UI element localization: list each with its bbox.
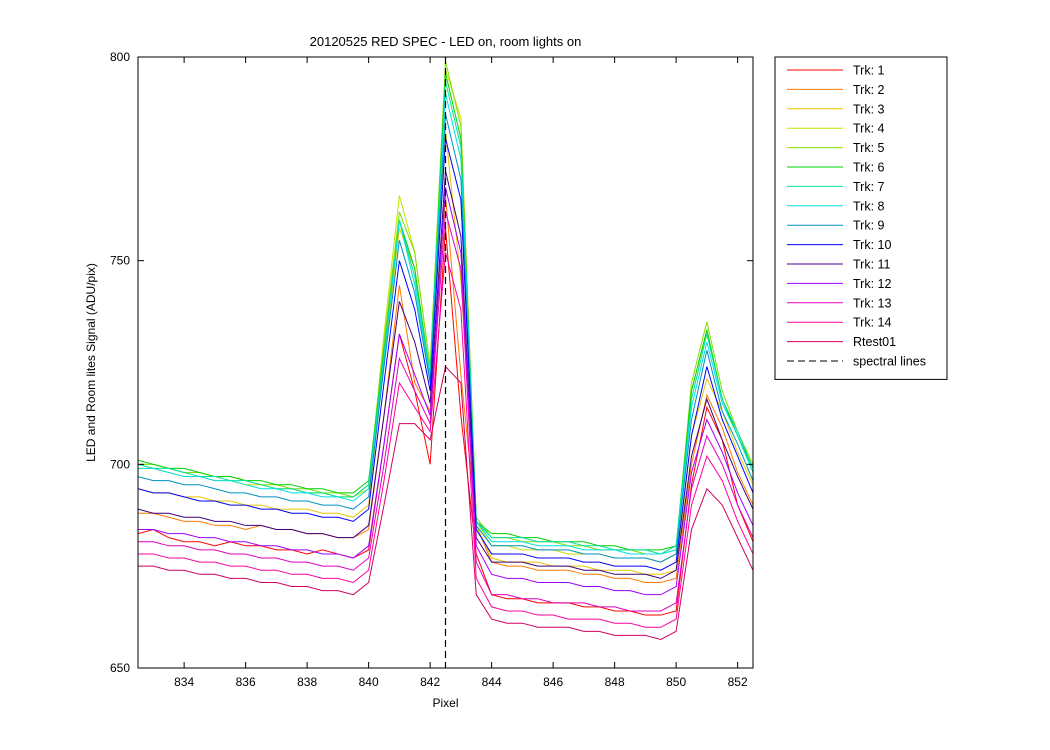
chart-title: 20120525 RED SPEC - LED on, room lights … [310,34,582,49]
x-tick-label: 842 [420,675,440,689]
legend-label-8: Trk: 8 [853,199,885,213]
legend-label-5: Trk: 5 [853,141,885,155]
legend-label-4: Trk: 4 [853,122,885,136]
x-tick-label: 840 [359,675,379,689]
x-axis: 834 836 838 840 842 844 846 848 850 852 [174,57,748,689]
plot-frame [137,56,754,669]
y-tick-label: 700 [110,457,130,471]
series-line-3 [138,130,753,575]
y-tick-label: 800 [110,50,130,64]
legend-label-7: Trk: 7 [853,180,885,194]
x-tick-label: 844 [482,675,502,689]
x-tick-label: 852 [728,675,748,689]
x-axis-label: Pixel [432,696,458,710]
legend: Trk: 1 Trk: 2 Trk: 3 Trk: 4 Trk: 5 Trk: 6 Trk:… [774,56,948,380]
legend-label-14: Trk: 14 [853,316,891,330]
x-tick-label: 834 [174,675,194,689]
legend-box [774,56,948,380]
x-tick-label: 850 [666,675,686,689]
legend-label-9: Trk: 9 [853,219,885,233]
legend-label-1: Trk: 1 [853,64,885,78]
x-tick-label: 836 [236,675,256,689]
legend-label-12: Trk: 12 [853,277,891,291]
x-tick-label: 846 [543,675,563,689]
legend-label-13: Trk: 13 [853,296,891,310]
legend-label-3: Trk: 3 [853,102,885,116]
legend-label-2: Trk: 2 [853,83,885,97]
series-line-14 [138,252,753,628]
y-tick-label: 650 [110,661,130,675]
x-tick-label: 848 [605,675,625,689]
legend-label-16: spectral lines [853,355,926,369]
legend-label-6: Trk: 6 [853,161,885,175]
series-line-7 [138,81,753,555]
y-axis: 650 700 750 800 [110,50,753,675]
x-tick-label: 838 [297,675,317,689]
legend-label-11: Trk: 11 [853,258,891,272]
y-tick-label: 750 [110,254,130,268]
legend-label-15: Rtest01 [853,335,896,349]
y-axis-label: LED and Room lites Signal (ADU/pix) [84,263,98,462]
plot-area [138,57,753,668]
series-line-12 [138,187,753,596]
legend-label-10: Trk: 10 [853,238,891,252]
